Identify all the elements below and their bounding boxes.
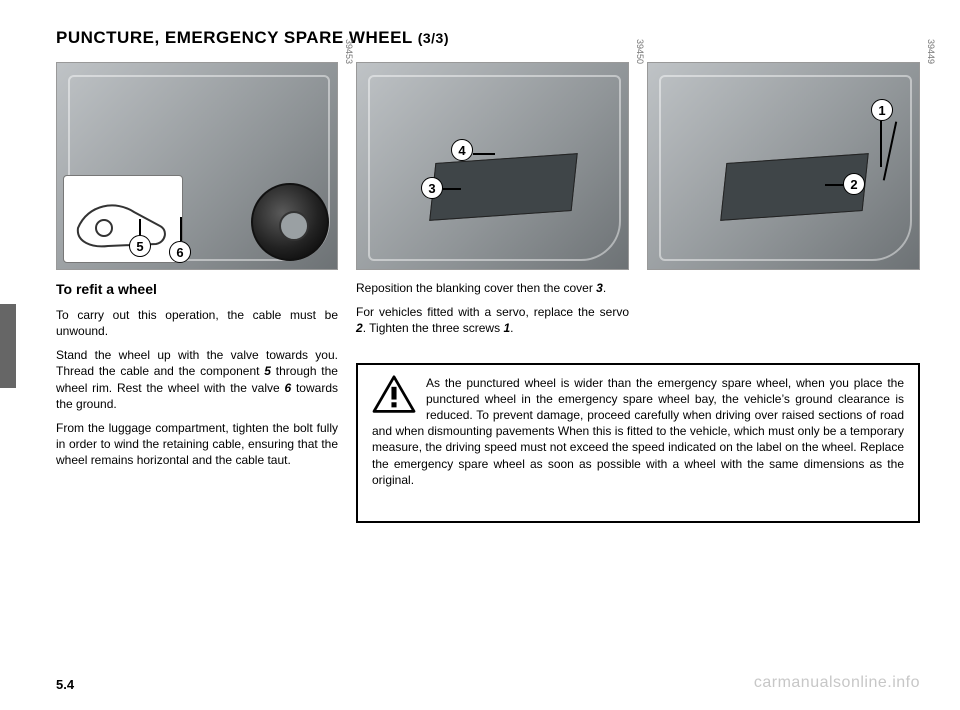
watermark: carmanualsonline.info [754, 674, 920, 692]
title-main: PUNCTURE, EMERGENCY SPARE WHEEL [56, 28, 418, 47]
column-left: 5 6 39453 To refit a wheel To carry out … [56, 62, 338, 523]
figure-mid-wrap: 4 3 39450 [356, 62, 629, 270]
ref-3: 3 [596, 281, 603, 295]
callout-5: 5 [129, 235, 151, 257]
figure-left: 5 6 [56, 62, 338, 270]
callout-4-leader [473, 153, 495, 155]
mid-p1-a: Reposition the blanking cover then the c… [356, 281, 596, 295]
callout-4: 4 [451, 139, 473, 161]
callout-1: 1 [871, 99, 893, 121]
figure-right-wrap: 1 2 39449 [647, 62, 920, 270]
column-right: 1 2 39449 [647, 62, 920, 345]
left-text: To refit a wheel To carry out this opera… [56, 280, 338, 469]
figure-right: 1 2 [647, 62, 920, 270]
component-sketch [64, 176, 184, 264]
ref-5: 5 [264, 364, 271, 378]
mid-p2-b: . Tighten the three screws [363, 321, 504, 335]
page-title: PUNCTURE, EMERGENCY SPARE WHEEL (3/3) [56, 28, 920, 48]
callout-3-leader [443, 188, 461, 190]
mid-text: Reposition the blanking cover then the c… [356, 280, 629, 337]
mid-p2-a: For vehicles fitted with a servo, replac… [356, 305, 629, 319]
column-mid: 4 3 39450 Reposition the blanking cover … [356, 62, 629, 345]
left-p2: Stand the wheel up with the valve toward… [56, 347, 338, 412]
figure-left-id: 39453 [344, 39, 354, 64]
page: PUNCTURE, EMERGENCY SPARE WHEEL (3/3) 5 [0, 0, 960, 710]
left-p3: From the luggage compartment, tighten th… [56, 420, 338, 469]
section-tab [0, 304, 16, 388]
page-number: 5.4 [56, 677, 74, 692]
callout-6: 6 [169, 241, 191, 263]
ref-2: 2 [356, 321, 363, 335]
mid-p2: For vehicles fitted with a servo, replac… [356, 304, 629, 336]
floor-panel-mid [429, 153, 577, 220]
callout-6-leader [180, 217, 182, 241]
right-top-row: 4 3 39450 Reposition the blanking cover … [356, 62, 920, 345]
figure-left-wrap: 5 6 39453 [56, 62, 338, 270]
callout-5-leader [139, 219, 141, 235]
spare-tire [251, 183, 329, 261]
callout-2: 2 [843, 173, 865, 195]
mid-p1: Reposition the blanking cover then the c… [356, 280, 629, 296]
columns: 5 6 39453 To refit a wheel To carry out … [56, 62, 920, 523]
left-p1: To carry out this operation, the cable m… [56, 307, 338, 339]
callout-3: 3 [421, 177, 443, 199]
callout-1-leader-a [880, 121, 882, 167]
columns-right: 4 3 39450 Reposition the blanking cover … [356, 62, 920, 523]
mid-p1-b: . [603, 281, 606, 295]
left-subhead: To refit a wheel [56, 280, 338, 299]
warning-icon [372, 375, 416, 415]
mid-p2-c: . [510, 321, 513, 335]
figure-right-id: 39449 [926, 39, 936, 64]
figure-mid-id: 39450 [635, 39, 645, 64]
figure-mid: 4 3 [356, 62, 629, 270]
title-sub: (3/3) [418, 30, 449, 46]
inset-detail [63, 175, 183, 263]
warning-text: As the punctured wheel is wider than the… [372, 376, 904, 487]
warning-box: As the punctured wheel is wider than the… [356, 363, 920, 523]
callout-2-leader [825, 184, 843, 186]
